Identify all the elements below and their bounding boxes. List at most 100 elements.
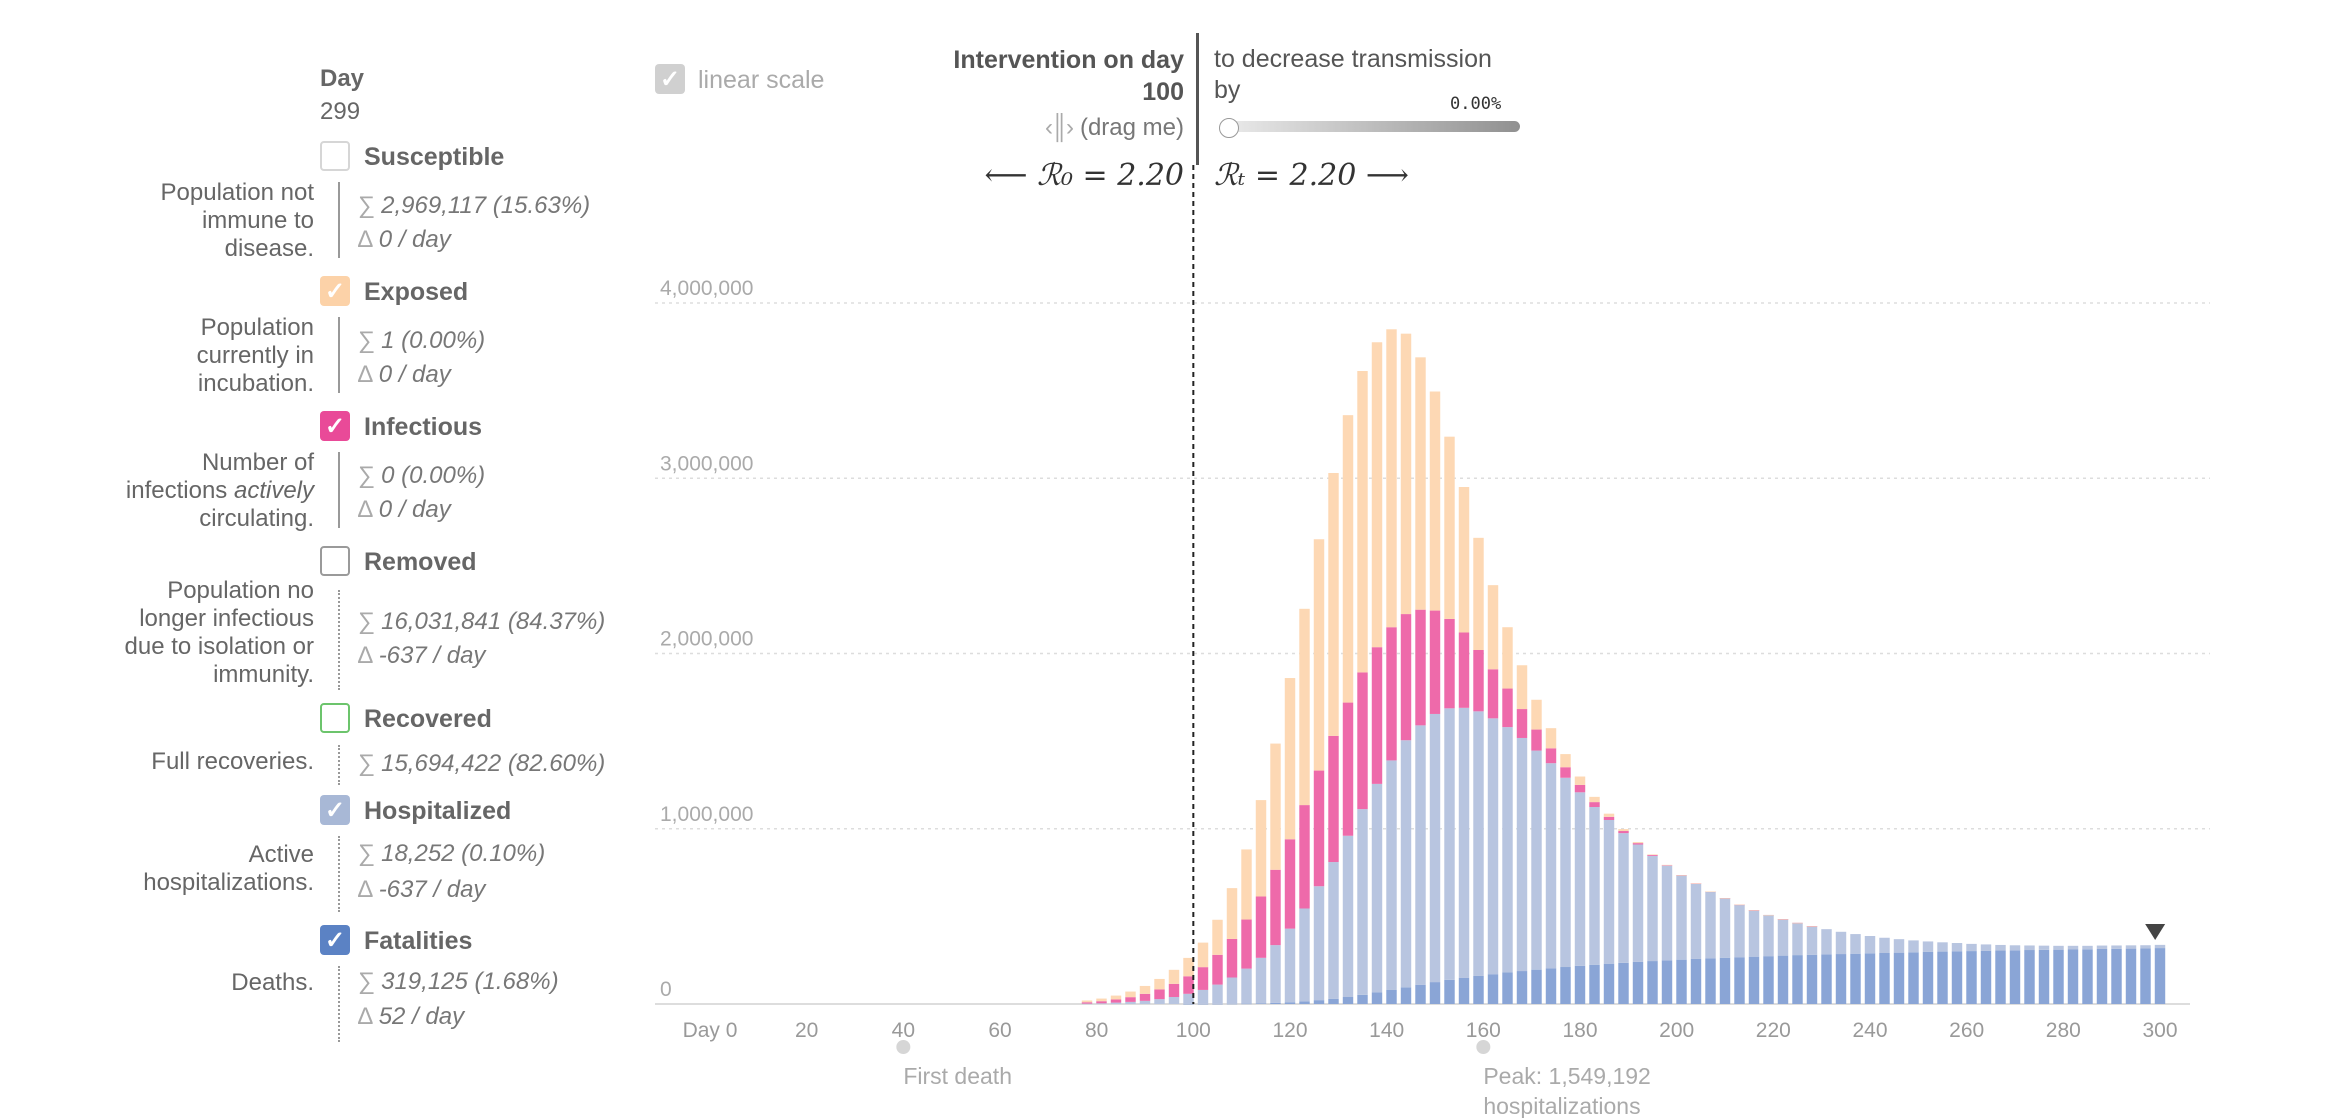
bar-fatalities	[1226, 1003, 1238, 1005]
bar-infectious	[1168, 983, 1180, 997]
x-tick-label: 200	[1659, 1019, 1694, 1042]
recovered-checkbox[interactable]	[320, 703, 350, 733]
bar-fatalities	[1632, 961, 1644, 1004]
bar-exposed	[1763, 914, 1774, 916]
bar-hospitalized	[1386, 760, 1397, 990]
bar-fatalities	[1748, 956, 1760, 1004]
bar-hospitalized	[2082, 945, 2093, 950]
bar-infectious	[1647, 855, 1658, 856]
bar-infectious	[1429, 610, 1441, 714]
linear-scale-label[interactable]: linear scale	[698, 66, 825, 94]
bar-hospitalized	[1806, 926, 1818, 955]
x-tick-label: 40	[892, 1019, 915, 1042]
bar-hospitalized	[1444, 708, 1455, 980]
bar-hospitalized	[1908, 940, 1919, 953]
annotation-label: Peak: 1,549,192	[1483, 1063, 1651, 1089]
bar-fatalities	[1618, 962, 1629, 1004]
bar-exposed	[1618, 829, 1629, 832]
annotation-dot	[896, 1040, 911, 1054]
bar-hospitalized	[1081, 1003, 1093, 1005]
bar-infectious	[1096, 1001, 1107, 1004]
y-tick-label: 0	[660, 978, 672, 1001]
hospitalized-connector	[338, 836, 340, 912]
annotation-label: First death	[903, 1063, 1012, 1089]
bar-fatalities	[1835, 954, 1847, 1004]
hospitalized-label: Hospitalized	[364, 797, 512, 825]
bar-fatalities	[2038, 949, 2050, 1004]
y-tick-label: 3,000,000	[660, 452, 753, 475]
bar-hospitalized	[1473, 711, 1484, 976]
transmission-slider[interactable]	[1220, 121, 1520, 132]
bar-exposed	[1168, 969, 1180, 984]
bar-fatalities	[1183, 1003, 1194, 1005]
bar-hospitalized	[1342, 835, 1354, 997]
fatalities-checkbox[interactable]: ✓	[320, 925, 350, 955]
removed-checkbox[interactable]	[320, 546, 350, 576]
bar-fatalities	[1545, 968, 1557, 1004]
bar-hospitalized	[1212, 984, 1223, 1004]
susceptible-checkbox[interactable]	[320, 141, 350, 171]
bar-fatalities	[1444, 979, 1455, 1004]
bar-fatalities	[1560, 967, 1571, 1004]
r0-value: ⟵ ℛ₀ = 2.20	[984, 158, 1184, 193]
exposed-checkbox[interactable]: ✓	[320, 276, 350, 306]
bar-hospitalized	[1821, 929, 1832, 955]
bar-infectious	[1154, 989, 1165, 1000]
bar-hospitalized	[2140, 945, 2151, 949]
bar-hospitalized	[2024, 945, 2035, 951]
bar-hospitalized	[1777, 919, 1789, 956]
bar-exposed	[1487, 585, 1499, 670]
bar-exposed	[1574, 776, 1586, 785]
bar-fatalities	[1487, 974, 1499, 1004]
infectious-arrow	[338, 452, 340, 528]
bar-infectious	[1603, 816, 1615, 820]
bar-fatalities	[1371, 992, 1383, 1004]
bar-hospitalized	[1647, 855, 1658, 962]
bar-hospitalized	[1676, 875, 1687, 960]
hospitalized-delta: ∆ -637 / day	[358, 876, 486, 903]
bar-exposed	[1792, 922, 1803, 924]
annotation-label: hospitalizations	[1483, 1093, 1640, 1118]
hospitalized-checkbox[interactable]: ✓	[320, 795, 350, 825]
bar-hospitalized	[1299, 908, 1310, 1002]
linear-scale-checkbox[interactable]: ✓	[655, 64, 685, 94]
bar-fatalities	[1734, 957, 1745, 1004]
bar-infectious	[1241, 919, 1252, 969]
bar-exposed	[1429, 391, 1441, 611]
bar-infectious	[1226, 938, 1238, 978]
bar-infectious	[1357, 672, 1368, 810]
bar-hospitalized	[1864, 936, 1876, 954]
bar-hospitalized	[1661, 865, 1673, 961]
bar-infectious	[1386, 627, 1397, 761]
bar-hospitalized	[1168, 996, 1180, 1004]
susceptible-delta: ∆ 0 / day	[358, 226, 451, 253]
bar-hospitalized	[1487, 718, 1499, 975]
bar-fatalities	[1415, 984, 1426, 1004]
bar-hospitalized	[1183, 993, 1194, 1004]
hospitalized-sum: ∑ 18,252 (0.10%)	[358, 840, 546, 867]
bar-fatalities	[1342, 996, 1354, 1004]
fatalities-description: Deaths.	[231, 969, 314, 996]
bar-fatalities	[1821, 954, 1832, 1004]
bar-hospitalized	[2053, 945, 2064, 950]
bar-fatalities	[1705, 958, 1716, 1004]
bar-hospitalized	[2111, 945, 2122, 949]
bar-fatalities	[1792, 955, 1803, 1004]
bar-exposed	[1313, 539, 1325, 771]
bar-infectious	[1139, 993, 1151, 1001]
recovered-connector	[338, 745, 340, 785]
exposed-delta: ∆ 0 / day	[358, 361, 451, 388]
exposed-label: Exposed	[364, 278, 469, 306]
bar-fatalities	[1661, 960, 1673, 1004]
intervention-drag-hint[interactable]: ‹║› (drag me)	[1044, 114, 1184, 141]
transmission-slider-knob[interactable]	[1219, 118, 1239, 138]
bar-fatalities	[1400, 987, 1412, 1004]
bar-exposed	[1197, 942, 1209, 968]
bar-exposed	[1531, 699, 1542, 730]
bar-hospitalized	[1618, 833, 1629, 963]
intervention-drag-bar[interactable]	[1196, 33, 1199, 165]
bar-fatalities	[2024, 950, 2035, 1004]
x-tick-label: 240	[1852, 1019, 1887, 1042]
bar-infectious	[1574, 784, 1586, 793]
infectious-checkbox[interactable]: ✓	[320, 411, 350, 441]
